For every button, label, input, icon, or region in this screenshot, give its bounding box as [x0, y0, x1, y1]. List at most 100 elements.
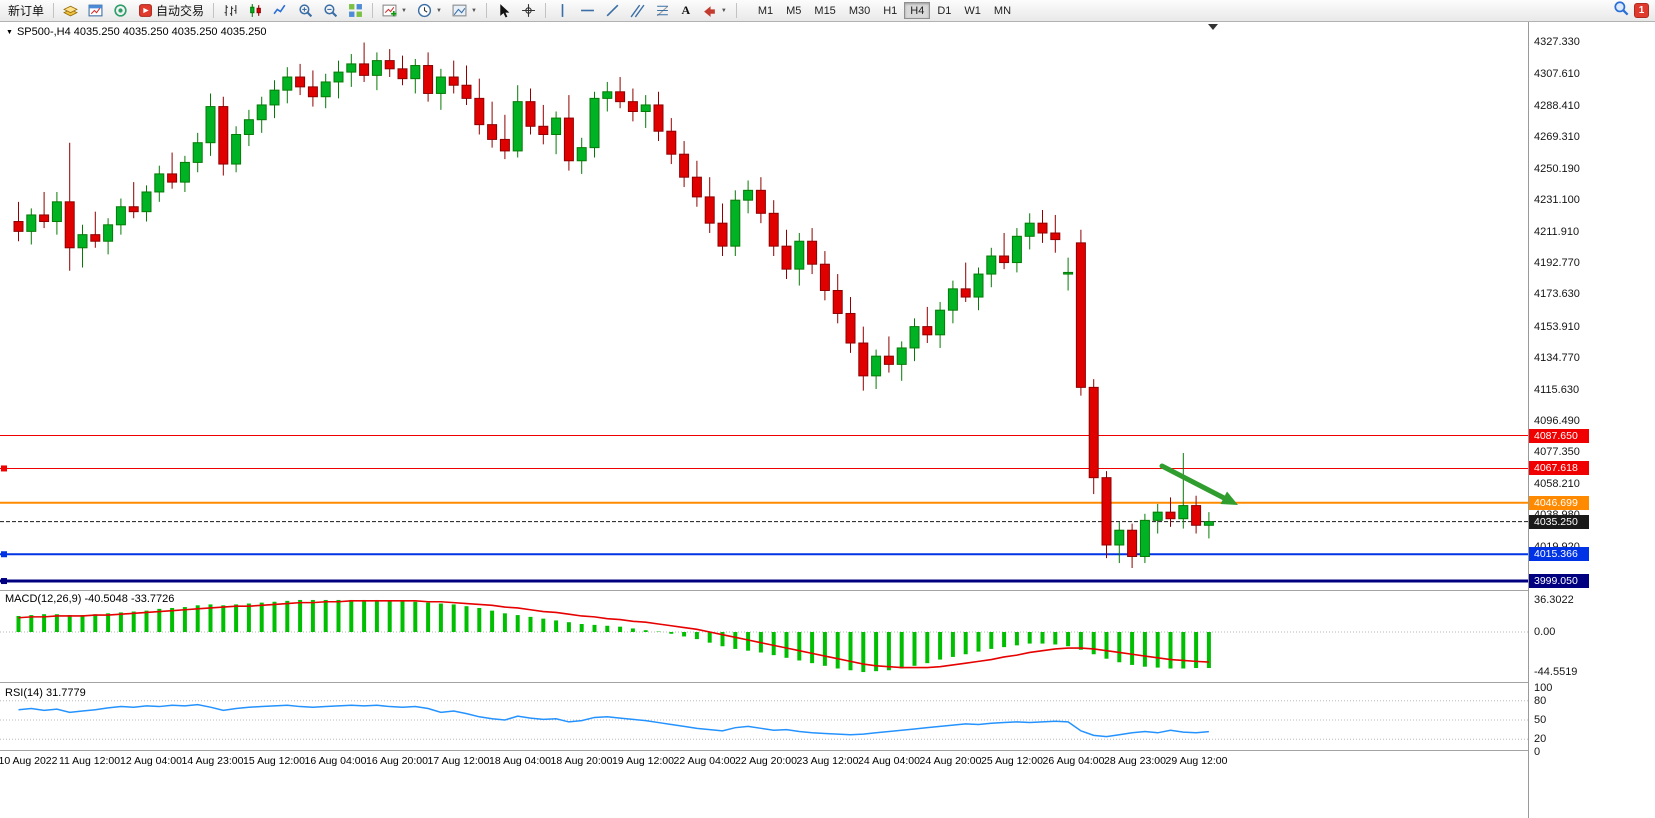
dropdown-caret-icon: ▼ [720, 7, 727, 14]
cursor-icon [496, 3, 511, 18]
line-chart-button[interactable] [269, 2, 292, 20]
price-axis-label: 4153.910 [1534, 320, 1580, 333]
chart-canvas[interactable]: 10 Aug 2022 11 Aug 12:00 12 Aug 04:00 14 Au… [0, 22, 1528, 818]
timeframe-M1[interactable]: M1 [752, 2, 779, 19]
timeframe-M5[interactable]: M5 [780, 2, 807, 19]
candlestick-series [13, 42, 1214, 568]
templates-button[interactable]: ▼ [448, 2, 481, 20]
toolbar-right-group: 1 [1613, 0, 1651, 21]
time-axis-label: 17 Aug 12:00 [428, 755, 490, 767]
time-axis-label: 18 Aug 04:00 [489, 755, 551, 767]
market-watch-icon [63, 3, 78, 18]
timeframe-H1[interactable]: H1 [877, 2, 903, 19]
channel-button[interactable] [626, 2, 649, 20]
search-icon[interactable] [1613, 0, 1629, 21]
zoom-in-icon [298, 3, 313, 18]
arrows-tool-button[interactable]: ▼ [698, 2, 731, 20]
price-axis-label: 4288.410 [1534, 99, 1580, 112]
zoom-out-button[interactable] [319, 2, 342, 20]
candlestick-chart-button[interactable] [244, 2, 267, 20]
price-axis-label: 4327.330 [1534, 36, 1580, 48]
tile-windows-button[interactable] [344, 2, 367, 20]
chart-window-button[interactable] [84, 2, 107, 20]
timeframe-MN[interactable]: MN [988, 2, 1017, 19]
price-level-lines [0, 435, 1528, 585]
candlestick-chart-icon [248, 3, 263, 18]
toolbar-separator [544, 3, 546, 18]
timeframe-W1[interactable]: W1 [958, 2, 987, 19]
market-watch-button[interactable] [59, 2, 82, 20]
fibonacci-button[interactable] [651, 2, 674, 20]
channel-icon [630, 3, 645, 18]
clock-icon [417, 3, 432, 18]
price-axis-label: 4096.490 [1534, 415, 1580, 428]
panel-separator[interactable] [0, 590, 1655, 591]
rsi-axis-label: 50 [1534, 714, 1547, 726]
fibonacci-icon [655, 3, 670, 18]
time-axis-label: 22 Aug 04:00 [674, 755, 736, 767]
timeframe-M15[interactable]: M15 [808, 2, 841, 19]
notification-badge[interactable]: 1 [1634, 3, 1649, 18]
cursor-button[interactable] [492, 2, 515, 20]
periods-button[interactable]: ▼ [413, 2, 446, 20]
auto-trading-label: 自动交易 [156, 4, 205, 18]
panel-separator[interactable] [0, 682, 1655, 683]
dropdown-caret-icon: ▼ [470, 7, 477, 14]
chart-shift-marker [1208, 24, 1218, 30]
vertical-line-icon [555, 3, 570, 18]
time-axis-label: 22 Aug 20:00 [735, 755, 797, 767]
time-axis-label: 16 Aug 20:00 [366, 755, 428, 767]
templates-icon [452, 3, 467, 18]
price-axis-label: 4307.610 [1534, 68, 1580, 81]
bar-chart-button[interactable] [219, 2, 242, 20]
panel-separator[interactable] [0, 750, 1655, 751]
time-axis-label: 15 Aug 12:00 [243, 755, 305, 767]
horizontal-line-button[interactable] [576, 2, 599, 20]
indicators-button[interactable]: ▼ [378, 2, 411, 20]
time-axis-label: 28 Aug 23:00 [1104, 755, 1166, 767]
price-level-badge: 4087.650 [1529, 428, 1589, 443]
navigator-icon [113, 3, 128, 18]
macd-label: MACD(12,26,9) -40.5048 -33.7726 [5, 593, 175, 605]
new-order-label: 新订单 [8, 4, 45, 18]
timeframe-M30[interactable]: M30 [843, 2, 876, 19]
macd-axis-label: -44.5519 [1534, 665, 1578, 678]
symbol-ohlc-text: SP500-,H4 4035.250 4035.250 4035.250 403… [16, 26, 267, 38]
time-axis-label: 24 Aug 20:00 [920, 755, 982, 767]
rsi-indicator [18, 703, 1209, 738]
time-axis-label: 18 Aug 20:00 [551, 755, 613, 767]
zoom-in-button[interactable] [294, 2, 317, 20]
price-axis-label: 4058.210 [1534, 477, 1580, 490]
time-axis-label: 24 Aug 04:00 [858, 755, 920, 767]
rsi-axis-label: 20 [1534, 733, 1547, 746]
zoom-out-icon [323, 3, 338, 18]
auto-trading-icon [138, 3, 153, 18]
vertical-line-button[interactable] [551, 2, 574, 20]
toolbar-separator [53, 3, 55, 18]
symbol-caret-icon[interactable]: ▼ [6, 28, 13, 36]
price-axis-label: 4231.100 [1534, 194, 1580, 206]
crosshair-button[interactable] [517, 2, 540, 20]
time-axis-label: 12 Aug 04:00 [120, 755, 182, 767]
price-axis-label: 4192.770 [1534, 256, 1580, 269]
price-axis-label: 4269.310 [1534, 131, 1580, 144]
timeframe-D1[interactable]: D1 [931, 2, 957, 19]
text-tool-button[interactable]: A [676, 2, 696, 20]
navigator-button[interactable] [109, 2, 132, 20]
timeframe-H4[interactable]: H4 [904, 2, 931, 19]
time-axis-label: 26 Aug 04:00 [1043, 755, 1105, 767]
timeframe-toolbar: M1 M5 M15 M30 H1 H4 D1 W1 MN [752, 2, 1017, 19]
time-axis-label: 19 Aug 12:00 [612, 755, 674, 767]
text-tool-icon: A [681, 3, 691, 17]
trendline-icon [605, 3, 620, 18]
trendline-button[interactable] [601, 2, 624, 20]
toolbar-separator [485, 3, 487, 18]
macd-axis-label: 0.00 [1534, 626, 1556, 638]
price-axis[interactable]: 4327.330 4307.610 4288.410 4269.310 4250.190… [1528, 22, 1655, 818]
auto-trading-button[interactable]: 自动交易 [134, 2, 208, 20]
price-level-badge: 4035.250 [1529, 514, 1589, 529]
price-axis-label: 4211.910 [1534, 225, 1580, 238]
price-axis-label: 4173.630 [1534, 288, 1580, 301]
line-chart-icon [273, 3, 288, 18]
new-order-button[interactable]: 新订单 [4, 2, 48, 20]
